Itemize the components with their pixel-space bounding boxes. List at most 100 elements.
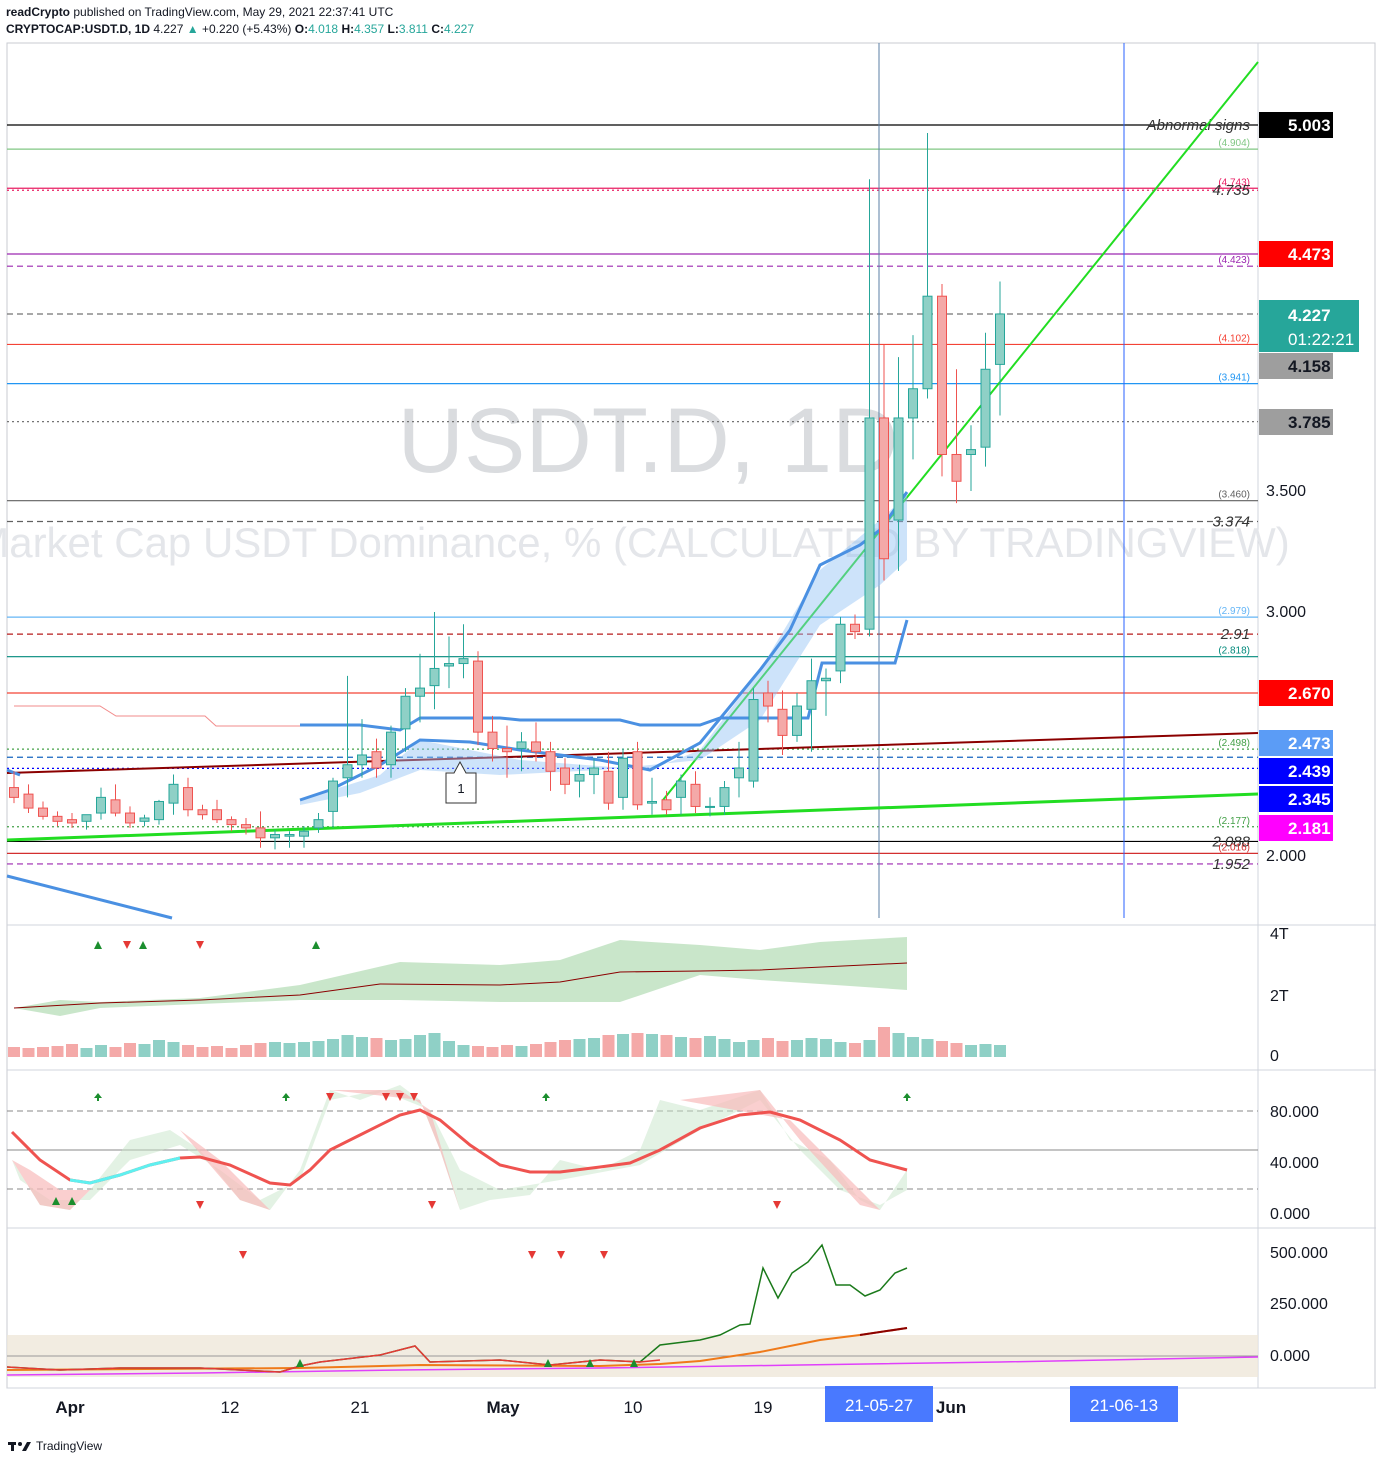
candle-body <box>52 815 63 822</box>
price-label-text: 2.345 <box>1288 790 1331 809</box>
candle-body <box>516 741 527 749</box>
volume-bar <box>530 1044 542 1057</box>
candle-body <box>9 787 19 798</box>
price-label-box <box>1259 815 1333 841</box>
down-arrow-icon <box>396 1093 404 1101</box>
candle-body <box>632 751 643 806</box>
price-tick: 2.000 <box>1266 848 1306 865</box>
volume-bar <box>573 1039 586 1057</box>
up-arrow-icon <box>296 1359 304 1367</box>
candle-body <box>125 812 135 824</box>
candle-body <box>212 809 222 821</box>
volume-ma <box>13 962 908 1009</box>
candle-body <box>110 799 121 814</box>
volume-bar <box>689 1038 702 1057</box>
volume-bar <box>8 1047 20 1057</box>
up-arrow-icon <box>94 1093 102 1101</box>
candle-body <box>937 295 947 455</box>
down-arrow-icon <box>239 1251 247 1259</box>
down-arrow-icon <box>410 1093 418 1101</box>
candle-body <box>748 699 759 782</box>
open-label: O: <box>294 22 309 36</box>
up-arrow-icon <box>94 941 102 949</box>
down-arrow-icon <box>428 1201 436 1209</box>
level-label: (3.460) <box>1218 490 1250 501</box>
candle-body <box>357 754 367 766</box>
annotation-text: 1 <box>457 781 464 796</box>
price-label-text: 2.670 <box>1288 684 1331 703</box>
candle-body <box>38 807 48 817</box>
price-label-box <box>1259 409 1333 435</box>
watermark-symbol: USDT.D, 1D <box>398 390 899 492</box>
volume-bar <box>356 1037 368 1057</box>
volume-bar <box>718 1039 731 1057</box>
lower-red-line <box>6 1345 661 1373</box>
up-arrow-icon <box>903 1093 911 1101</box>
candle-body <box>647 800 657 804</box>
candle-body <box>328 780 338 812</box>
symbol-label: CRYPTOCAP:USDT.D, 1D <box>6 22 151 36</box>
candle-body <box>400 695 411 730</box>
candle-body <box>531 741 541 753</box>
lower-tick: 0.000 <box>1270 1348 1310 1365</box>
price-label-box <box>1259 680 1333 706</box>
volume-bar <box>443 1041 455 1057</box>
candle-body <box>502 747 512 753</box>
volume-bar <box>791 1040 803 1057</box>
candle-body <box>676 780 686 798</box>
volume-bar <box>950 1043 963 1057</box>
candle-body <box>197 809 208 816</box>
candle-body <box>603 770 614 804</box>
candle-body <box>139 817 150 822</box>
volume-bar <box>167 1042 180 1057</box>
oscillator-cloud-red <box>12 1090 880 1210</box>
candle-body <box>371 751 382 769</box>
volume-bar <box>820 1039 832 1057</box>
chart-frame <box>6 42 1376 1389</box>
level-label: 2.91 <box>1220 626 1250 643</box>
candle-body <box>995 313 1005 365</box>
volume-bar <box>515 1046 528 1057</box>
candle-body <box>661 799 672 811</box>
level-label: (4.743) <box>1218 177 1250 188</box>
candle-body <box>284 834 295 837</box>
support-trendline <box>6 792 1259 842</box>
level-label: (3.941) <box>1218 373 1250 384</box>
candle-body <box>458 658 469 665</box>
close-label: C: <box>431 22 444 36</box>
up-arrow-icon <box>139 941 147 949</box>
blue-cloud <box>300 495 907 805</box>
volume-bar <box>805 1038 818 1057</box>
candle-body <box>444 663 454 667</box>
volume-bar <box>878 1027 890 1057</box>
candle-body <box>270 834 280 839</box>
cursor-date-text: 21-05-27 <box>845 1396 913 1415</box>
down-arrow-icon <box>196 941 204 949</box>
volume-tick: 0 <box>1270 1048 1279 1065</box>
candle-body <box>763 692 773 707</box>
price-label-box <box>1259 112 1333 138</box>
candle-body <box>908 388 918 419</box>
volume-bar <box>559 1040 571 1057</box>
volume-bar <box>660 1035 673 1057</box>
volume-tick: 2T <box>1270 988 1289 1005</box>
price-label-box <box>1259 300 1359 352</box>
level-label: (2.177) <box>1218 816 1250 827</box>
level-label: 4.735 <box>1212 182 1250 199</box>
down-arrow-icon <box>123 941 131 949</box>
level-label: (2.016) <box>1218 842 1250 853</box>
level-label: (2.498) <box>1218 738 1250 749</box>
lower-darkred-line <box>859 1327 908 1336</box>
candle-body <box>81 814 92 822</box>
oscillator-tick: 80.000 <box>1270 1104 1319 1121</box>
price-label-text: 3.785 <box>1288 413 1331 432</box>
last-price: 4.227 <box>153 22 184 36</box>
volume-bar <box>240 1045 252 1057</box>
candle-body <box>589 767 599 776</box>
down-arrow-icon <box>326 1093 334 1101</box>
volume-bar <box>747 1040 760 1057</box>
level-label: Abnormal signs <box>1146 117 1251 134</box>
candle-body <box>255 827 266 839</box>
candle-body <box>313 819 324 829</box>
